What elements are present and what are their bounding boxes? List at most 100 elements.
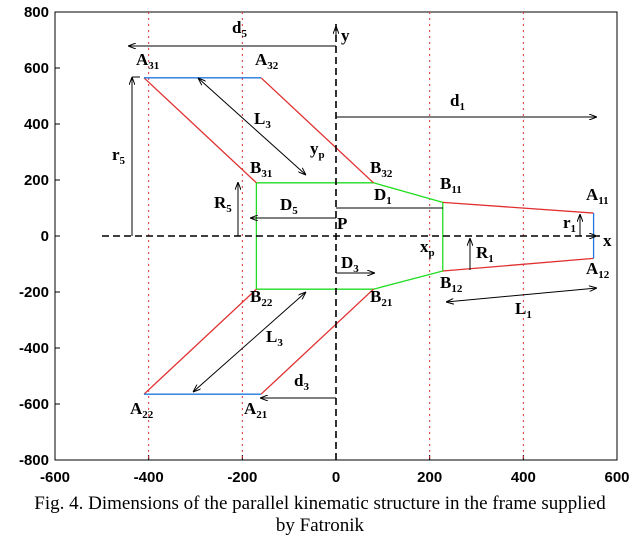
annotation: B12 [440, 273, 463, 295]
annotation-subscript: 12 [451, 283, 463, 295]
annotation-subscript: 5 [120, 155, 126, 167]
linkage-line [442, 201, 594, 214]
x-tick-label: 400 [511, 469, 536, 486]
annotation-subscript: 3 [265, 119, 271, 131]
annotation-text: L [266, 327, 277, 346]
annotation-subscript: 21 [381, 297, 392, 309]
annotation: r5 [112, 145, 126, 167]
y-tick-label: 200 [24, 172, 49, 189]
x-tick-label: -400 [134, 469, 164, 486]
annotation-text: B [370, 158, 381, 177]
annotation-text: B [440, 174, 451, 193]
annotation: B11 [440, 174, 462, 196]
annotation-text: D [341, 253, 353, 272]
annotation-text: d [450, 91, 460, 110]
annotation-text: L [515, 299, 526, 318]
arrow [193, 292, 306, 392]
annotation-text: y [310, 139, 319, 158]
annotation-text: R [476, 243, 489, 262]
y-tick-label: -600 [19, 396, 49, 413]
y-tick-label: -800 [19, 452, 49, 469]
y-tick-label: 400 [24, 116, 49, 133]
annotation-subscript: 3 [277, 337, 283, 349]
y-tick-label: 0 [41, 228, 49, 245]
annotation-text: B [440, 273, 451, 292]
annotation-subscript: 1 [459, 101, 465, 113]
arrow [198, 78, 306, 175]
x-tick-label: -600 [40, 469, 70, 486]
linkage-line [442, 257, 594, 272]
y-tick-label: 800 [24, 4, 49, 21]
linkage-line [143, 77, 257, 184]
annotation-subscript: 22 [142, 409, 154, 421]
annotation-subscript: 12 [598, 269, 610, 281]
linkage-line [143, 288, 257, 395]
annotation: L1 [515, 299, 532, 321]
annotation: D5 [280, 195, 298, 217]
annotation: B22 [250, 287, 273, 309]
annotation: A22 [130, 399, 154, 421]
annotation-text: r [563, 213, 571, 232]
annotation-text: d [232, 18, 242, 37]
chart: -600 -400 -200 0 200 400 600-800-600-400-20002… [19, 4, 630, 486]
annotation-text: B [250, 287, 261, 306]
annotation: B21 [370, 287, 392, 309]
annotation: d5 [232, 18, 247, 40]
annotation-text: y [341, 26, 350, 45]
annotation: A32 [255, 50, 279, 72]
annotation-subscript: 32 [381, 168, 393, 180]
annotation: D1 [374, 185, 392, 207]
annotation-subscript: p [319, 149, 325, 161]
annotation-text: A [244, 399, 257, 418]
annotation-subscript: 1 [526, 309, 532, 321]
annotation-text: P [337, 214, 347, 233]
y-tick-label: -400 [19, 340, 49, 357]
annotation-subscript: 11 [598, 195, 608, 207]
annotation: L3 [266, 327, 283, 349]
annotation-subscript: 1 [386, 195, 392, 207]
annotation-subscript: 1 [571, 223, 577, 235]
arrow [446, 288, 597, 302]
annotation-subscript: 11 [451, 184, 461, 196]
y-tick-label: -200 [19, 284, 49, 301]
annotation-text: A [586, 259, 599, 278]
annotation: R5 [214, 193, 232, 215]
annotation: A12 [586, 259, 610, 281]
linkage-line [260, 77, 374, 184]
annotation-text: A [136, 50, 149, 69]
annotation: A11 [586, 185, 609, 207]
annotation-subscript: 5 [292, 205, 298, 217]
annotation: d1 [450, 91, 465, 113]
annotation: D3 [341, 253, 359, 275]
annotation: P [337, 214, 347, 233]
x-tick-label: 0 [332, 469, 340, 486]
annotation-subscript: 5 [226, 203, 232, 215]
annotation: r1 [563, 213, 576, 235]
annotation: L3 [254, 109, 271, 131]
annotation-text: A [586, 185, 599, 204]
annotation: yp [310, 139, 325, 161]
annotation: A31 [136, 50, 159, 72]
annotation-text: D [280, 195, 292, 214]
annotation-text: B [370, 287, 381, 306]
x-tick-label: -200 [227, 469, 257, 486]
y-tick-label: 600 [24, 60, 49, 77]
figure-caption: Fig. 4. Dimensions of the parallel kinem… [34, 493, 606, 536]
annotation-subscript: 31 [261, 168, 272, 180]
annotation-subscript: 3 [353, 263, 359, 275]
x-tick-label: 200 [417, 469, 442, 486]
annotation-subscript: 5 [241, 28, 247, 40]
annotation-subscript: 22 [261, 297, 273, 309]
dimension-arrows [128, 26, 597, 398]
annotation-subscript: 32 [267, 60, 279, 72]
annotation-text: B [250, 158, 261, 177]
annotation-text: A [255, 50, 268, 69]
annotation-text: x [420, 237, 429, 256]
annotation: xp [420, 237, 435, 259]
annotation-subscript: p [429, 247, 435, 259]
annotation-text: R [214, 193, 227, 212]
annotation: y [341, 26, 350, 45]
annotation: B32 [370, 158, 393, 180]
annotation-text: x [603, 231, 612, 250]
